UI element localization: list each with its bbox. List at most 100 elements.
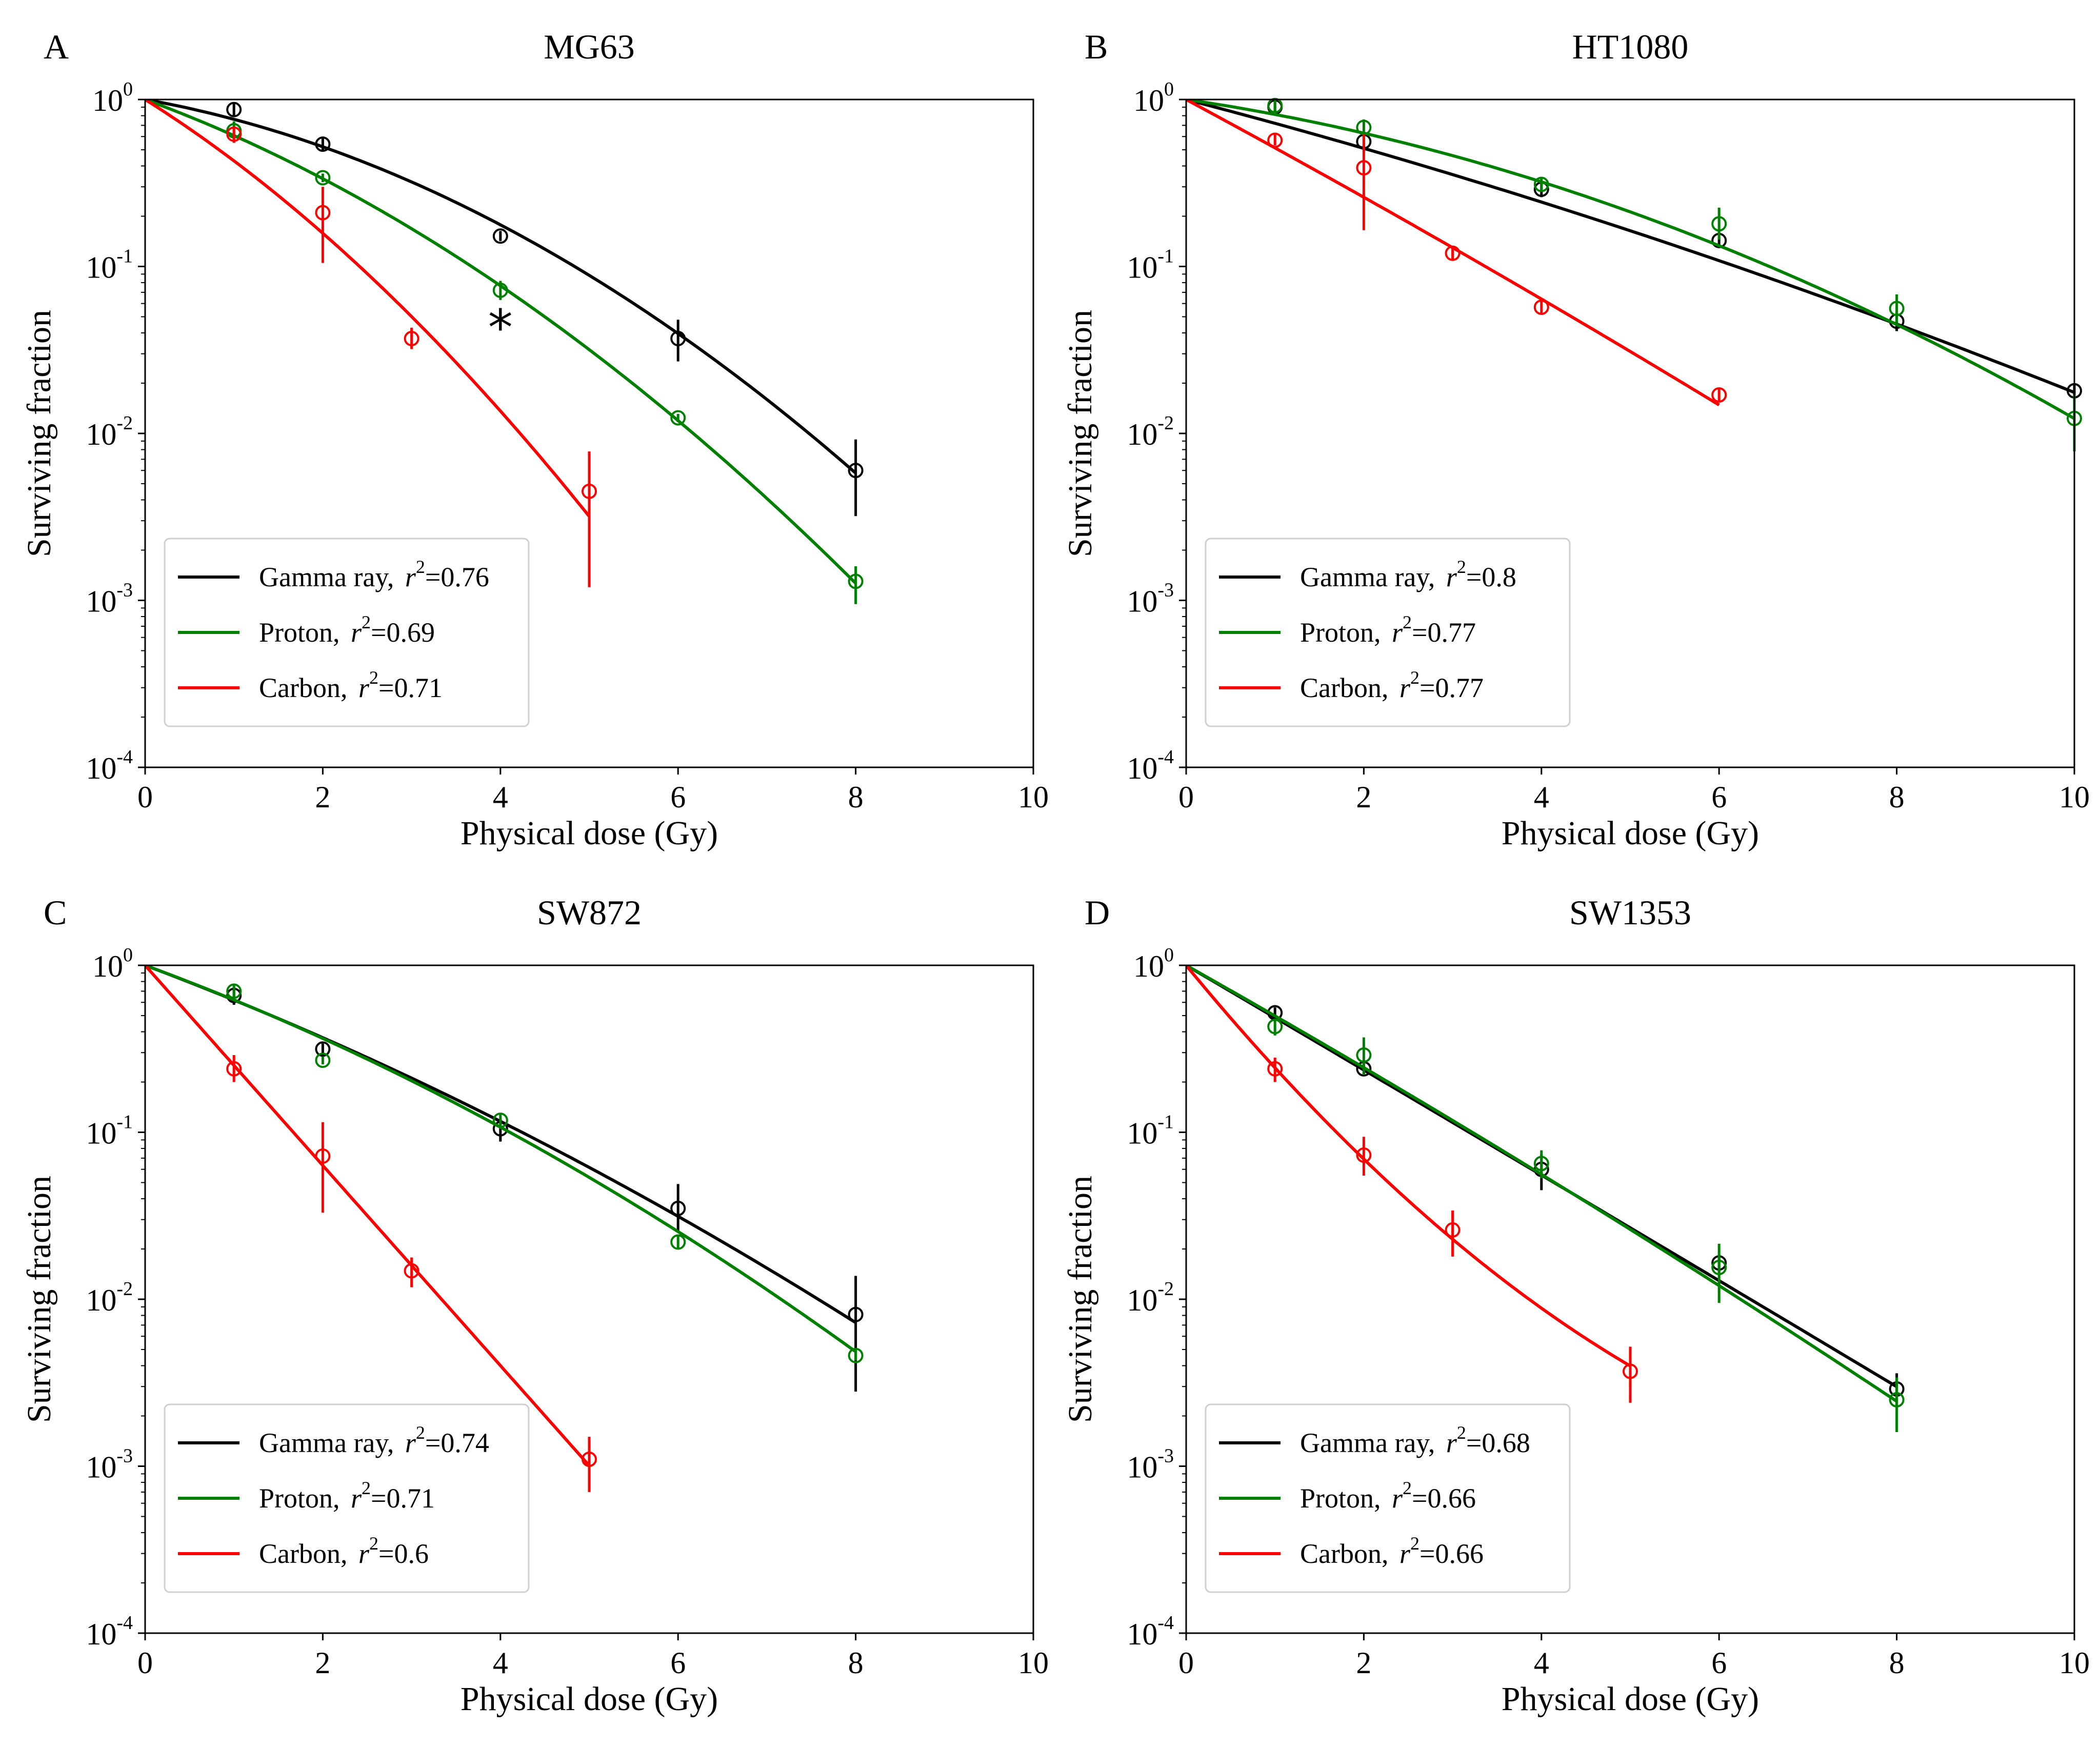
y-tick-exponent: 0: [1164, 944, 1174, 966]
y-tick-base: 10: [86, 1117, 116, 1150]
fit-curve-gamma: [145, 965, 857, 1324]
legend-box: [164, 1403, 530, 1593]
y-tick-exponent: -3: [1157, 580, 1174, 601]
legend-r2-value: 0.6: [394, 1538, 429, 1569]
fit-curve-carbon: [1186, 965, 1631, 1367]
legend-r2-value: 0.71: [387, 1483, 435, 1514]
legend-equals: =: [378, 1538, 394, 1569]
series-carbon: [1186, 965, 1638, 1403]
y-axis-label: Surviving fraction: [1062, 1176, 1099, 1423]
legend-r2-value: 0.66: [1428, 1483, 1476, 1514]
data-point-proton: [492, 1113, 508, 1128]
y-tick-base: 10: [1127, 1283, 1157, 1317]
y-tick-base: 10: [1127, 1117, 1157, 1150]
data-point-carbon: [582, 1452, 597, 1467]
legend-separator: ,: [333, 1483, 347, 1514]
legend-equals: =: [1466, 562, 1482, 592]
legend-box: [1205, 538, 1571, 727]
chart-title: SW1353: [1569, 893, 1691, 932]
legend-equals: =: [1412, 1483, 1427, 1514]
x-tick-label: 6: [670, 780, 686, 814]
x-tick-label: 6: [1711, 1646, 1727, 1680]
y-tick-label: 10-4: [1127, 746, 1174, 785]
y-tick-exponent: -1: [1157, 246, 1174, 267]
series-gamma: [1186, 965, 1905, 1406]
y-tick-exponent: -1: [116, 1112, 133, 1133]
x-tick-label: 6: [670, 1646, 686, 1680]
legend-series-name: Carbon: [1300, 672, 1382, 703]
legend-r2-value: 0.8: [1482, 562, 1516, 592]
legend-r-symbol: r: [351, 617, 362, 648]
legend-r-symbol: r: [405, 1427, 416, 1458]
y-tick-base: 10: [86, 1617, 116, 1651]
y-tick-exponent: -2: [1157, 1278, 1174, 1300]
data-point-carbon: [1356, 1147, 1372, 1163]
legend-series-name: Carbon: [259, 1538, 341, 1569]
y-tick-exponent: -3: [1157, 1445, 1174, 1467]
data-point-carbon: [1445, 1222, 1461, 1238]
legend-equals: =: [1412, 617, 1427, 648]
data-point-carbon: [226, 126, 242, 142]
legend-equals: =: [1466, 1427, 1482, 1458]
data-point-carbon: [315, 1148, 331, 1164]
x-tick-label: 0: [1178, 1646, 1194, 1680]
y-tick-label: 10-1: [1127, 1112, 1174, 1150]
x-tick-label: 4: [1534, 780, 1549, 814]
x-axis-label: Physical dose (Gy): [1502, 815, 1759, 852]
legend-r2-value: 0.69: [387, 617, 435, 648]
legend-separator: ,: [1382, 1538, 1395, 1569]
y-tick-label: 10-4: [86, 1612, 133, 1651]
legend-box: [1205, 1403, 1571, 1593]
series-carbon: [145, 965, 597, 1492]
panel-letter: C: [44, 893, 67, 932]
y-tick-label: 10-2: [1127, 412, 1174, 451]
fit-curve-carbon: [145, 965, 591, 1467]
data-point-carbon: [404, 331, 419, 347]
fit-curve-proton: [145, 965, 857, 1353]
panel-letter: D: [1085, 893, 1110, 932]
y-tick-base: 10: [1133, 949, 1164, 983]
data-point-carbon: [226, 1061, 242, 1077]
legend-equals: =: [425, 562, 441, 592]
fit-curve-proton: [1186, 100, 2074, 420]
series-carbon: [145, 100, 597, 587]
legend-separator: ,: [341, 672, 354, 703]
legend-equals: =: [371, 617, 386, 648]
legend-r-power: 2: [1457, 1422, 1466, 1443]
data-point-proton: [1533, 1156, 1549, 1172]
y-tick-label: 100: [92, 78, 133, 117]
legend-entry-carbon: Carbon, r2=0.66: [1300, 1533, 1484, 1569]
legend-entry-gamma: Gamma ray, r2=0.76: [259, 557, 489, 592]
x-tick-label: 2: [1356, 780, 1371, 814]
legend-series-name: Gamma ray: [1300, 562, 1430, 592]
legend-r2-value: 0.71: [394, 672, 443, 703]
y-tick-base: 10: [1127, 418, 1157, 451]
plot-frame: [144, 98, 1034, 768]
legend-r-symbol: r: [358, 1538, 370, 1569]
data-point-proton: [315, 170, 331, 186]
legend-series-name: Carbon: [1300, 1538, 1382, 1569]
legend-equals: =: [425, 1427, 441, 1458]
data-point-carbon: [1533, 299, 1549, 315]
y-tick-label: 10-1: [86, 246, 133, 285]
y-tick-label: 10-2: [1127, 1278, 1174, 1317]
legend-series-name: Gamma ray: [259, 562, 389, 592]
data-point-proton: [1356, 120, 1372, 135]
y-tick-base: 10: [86, 251, 116, 285]
legend-separator: ,: [1382, 672, 1395, 703]
y-tick-exponent: -1: [1157, 1112, 1174, 1133]
legend-entry-carbon: Carbon, r2=0.77: [1300, 667, 1484, 703]
fit-curve-carbon: [145, 100, 591, 518]
legend-r-symbol: r: [1399, 1538, 1411, 1569]
y-axis-label: Surviving fraction: [21, 1176, 58, 1423]
data-point-proton: [670, 410, 686, 426]
x-tick-label: 10: [2059, 780, 2090, 814]
data-point-proton: [1889, 1392, 1905, 1407]
legend-series-name: Proton: [259, 617, 333, 648]
legend-r-power: 2: [362, 612, 371, 632]
x-tick-label: 8: [1889, 1646, 1905, 1680]
